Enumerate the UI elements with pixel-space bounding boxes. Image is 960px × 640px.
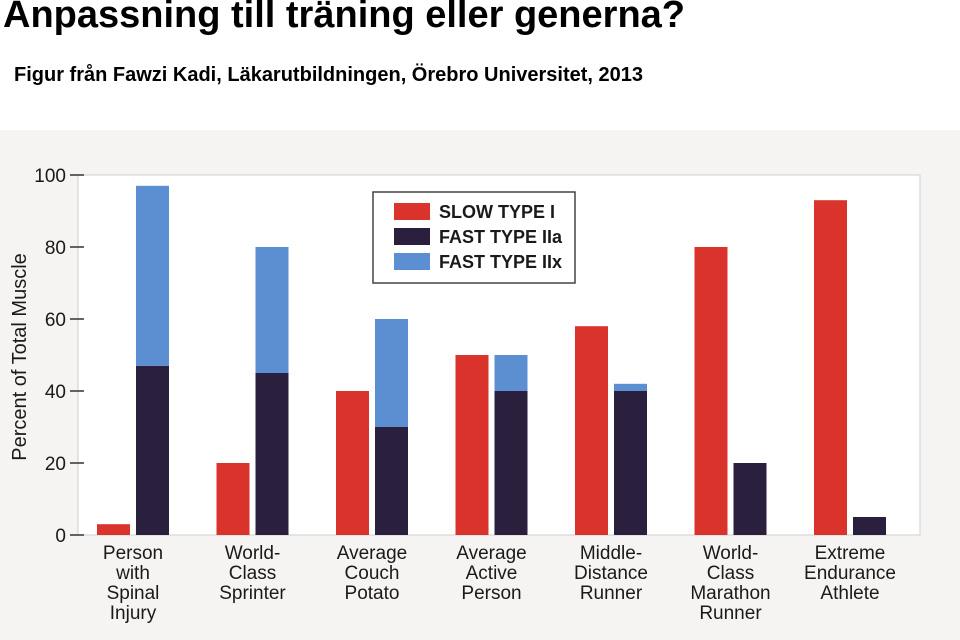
- legend-swatch: [394, 203, 430, 220]
- category-labels: PersonwithSpinalInjuryWorld-ClassSprinte…: [103, 543, 896, 624]
- category-label: World-: [225, 543, 281, 564]
- category-label: Couch: [345, 563, 400, 584]
- bar-slow-type-i: [455, 355, 489, 535]
- legend-label: FAST TYPE IIa: [439, 227, 563, 247]
- category-label: Average: [456, 543, 526, 564]
- y-tick-label: 0: [55, 526, 66, 547]
- category-label: Runner: [580, 583, 643, 604]
- legend-swatch: [394, 228, 430, 245]
- bar-slow-type-i: [814, 200, 847, 535]
- category-label: Person: [461, 583, 521, 604]
- category-label: Endurance: [804, 563, 896, 584]
- bar-fast-type-iix: [375, 319, 408, 427]
- bar-fast-type-iia: [614, 391, 647, 535]
- bars: [97, 185, 886, 535]
- y-axis-label: Percent of Total Muscle: [9, 253, 31, 461]
- legend: SLOW TYPE I FAST TYPE IIa FAST TYPE IIx: [372, 191, 576, 284]
- category-label: Potato: [345, 583, 400, 604]
- category-label: Average: [337, 543, 407, 564]
- bar-fast-type-iix: [136, 185, 169, 366]
- bar-fast-type-iia: [853, 517, 886, 535]
- category-label: with: [115, 563, 150, 584]
- legend-label: FAST TYPE IIx: [439, 252, 562, 272]
- slide-title: Anpassning till träning eller generna?: [3, 0, 685, 36]
- y-tick-label: 40: [45, 382, 66, 403]
- y-axis: 0 20 40 60 80 100: [34, 166, 84, 547]
- category-label: Distance: [574, 563, 648, 584]
- bar-fast-type-iia: [494, 391, 528, 535]
- category-label: Extreme: [815, 543, 886, 564]
- category-label: Marathon: [690, 583, 770, 604]
- legend-swatch: [394, 253, 430, 270]
- category-label: Runner: [699, 603, 762, 624]
- slide-subtitle: Figur från Fawzi Kadi, Läkarutbildningen…: [14, 64, 644, 86]
- category-label: Person: [103, 543, 163, 564]
- bar-fast-type-iix: [255, 247, 289, 373]
- bar-fast-type-iia: [375, 427, 408, 535]
- bar-fast-type-iix: [494, 355, 528, 391]
- category-label: Athlete: [820, 583, 879, 604]
- category-label: Middle-: [580, 543, 642, 564]
- bar-slow-type-i: [336, 391, 369, 535]
- y-tick-label: 60: [45, 310, 66, 331]
- y-tick-label: 80: [45, 238, 66, 259]
- category-label: Class: [229, 563, 277, 584]
- category-label: Injury: [110, 603, 157, 624]
- y-tick-label: 20: [45, 454, 66, 475]
- legend-label: SLOW TYPE I: [439, 202, 555, 222]
- category-label: World-: [703, 543, 759, 564]
- bar-fast-type-iia: [733, 463, 767, 535]
- y-tick-label: 100: [34, 166, 66, 187]
- bar-slow-type-i: [694, 247, 728, 535]
- category-label: Spinal: [107, 583, 160, 604]
- category-label: Class: [707, 563, 755, 584]
- category-label: Active: [466, 563, 518, 584]
- bar-slow-type-i: [575, 326, 608, 535]
- bar-fast-type-iia: [136, 365, 169, 535]
- bar-slow-type-i: [216, 463, 250, 535]
- bar-fast-type-iia: [255, 373, 289, 535]
- bar-slow-type-i: [97, 524, 130, 535]
- bar-fast-type-iix: [614, 383, 647, 391]
- category-label: Sprinter: [219, 583, 286, 604]
